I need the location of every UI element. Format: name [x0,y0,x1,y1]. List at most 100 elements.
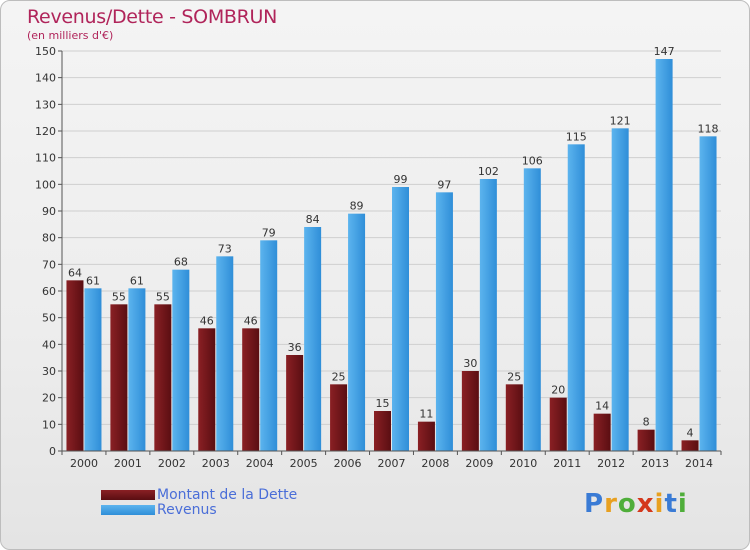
bar-revenue [699,136,717,452]
data-label-debt: 25 [332,370,346,383]
bar-debt [505,384,523,451]
bar-revenue [479,179,497,451]
x-tick-label: 2004 [246,457,274,470]
logo-letter: x [636,489,655,519]
x-tick-label: 2000 [70,457,98,470]
y-tick-label: 80 [42,232,56,245]
y-tick-label: 40 [42,338,56,351]
bar-debt [549,397,567,451]
proxiti-logo: Proxiti [584,489,688,519]
bar-revenue [567,144,585,452]
logo-letter: i [654,489,665,519]
x-tick-label: 2003 [202,457,230,470]
x-tick-label: 2006 [334,457,362,470]
x-tick-label: 2002 [158,457,186,470]
data-label-revenue: 61 [130,274,144,287]
bar-revenue [172,269,190,451]
data-label-debt: 11 [419,408,433,421]
x-tick-label: 2010 [509,457,537,470]
data-label-debt: 8 [643,416,650,429]
data-label-debt: 46 [200,314,214,327]
chart-title: Revenus/Dette - SOMBRUN [27,6,278,28]
y-tick-label: 70 [42,258,56,271]
logo-letter: P [584,489,605,519]
x-tick-label: 2008 [421,457,449,470]
bar-debt [242,328,260,451]
bar-revenue [655,59,673,451]
logo-letter: i [677,489,688,519]
bar-revenue [128,288,146,451]
y-tick-label: 0 [49,445,56,458]
chart-subtitle: (en milliers d'€) [27,29,114,42]
y-tick-label: 140 [35,72,56,85]
y-tick-label: 10 [42,418,56,431]
bar-revenue [216,256,234,451]
data-label-debt: 36 [288,341,302,354]
data-label-debt: 55 [156,290,170,303]
data-label-debt: 55 [112,290,126,303]
data-label-debt: 25 [507,370,521,383]
data-label-debt: 20 [551,384,565,397]
legend-swatch-revenue [101,504,155,515]
data-label-revenue: 84 [306,213,320,226]
y-tick-label: 50 [42,312,56,325]
y-tick-label: 120 [35,125,56,138]
legend-label-debt: Montant de la Dette [157,486,298,503]
chart-legend: Montant de la Dette Revenus [101,486,298,518]
bar-debt [417,421,435,451]
data-label-revenue: 118 [698,122,719,135]
bar-debt [593,413,611,451]
data-label-revenue: 115 [566,130,587,143]
data-label-revenue: 106 [522,154,543,167]
data-label-debt: 14 [595,400,609,413]
bar-revenue [523,168,541,452]
logo-letter: t [664,489,678,519]
x-tick-label: 2007 [378,457,406,470]
bar-revenue [435,192,453,452]
data-label-revenue: 89 [350,200,364,213]
y-tick-label: 90 [42,205,56,218]
x-tick-label: 2005 [290,457,318,470]
bar-revenue [304,227,322,451]
data-label-revenue: 79 [262,226,276,239]
y-tick-label: 100 [35,178,56,191]
data-label-debt: 15 [376,397,390,410]
data-label-revenue: 102 [478,165,499,178]
data-label-debt: 64 [68,266,82,279]
x-tick-label: 2014 [685,457,713,470]
data-label-debt: 46 [244,314,258,327]
bar-revenue [611,128,629,451]
bar-debt [374,411,391,451]
bar-revenue [348,213,366,451]
data-label-debt: 30 [463,357,477,370]
y-tick-label: 20 [42,392,56,405]
y-tick-label: 110 [35,152,56,165]
bar-debt [154,304,172,451]
data-label-revenue: 61 [86,274,100,287]
data-label-revenue: 99 [394,173,408,186]
x-tick-label: 2009 [465,457,493,470]
y-tick-label: 130 [35,98,56,111]
bar-debt [330,384,348,451]
y-tick-label: 30 [42,365,56,378]
bar-debt [198,328,216,451]
data-label-revenue: 147 [654,45,675,58]
bar-revenue [260,240,278,451]
x-tick-label: 2011 [553,457,581,470]
bar-debt [637,429,655,451]
y-tick-label: 60 [42,285,56,298]
bar-debt [461,371,479,451]
bar-revenue [84,288,102,451]
bar-revenue [392,187,409,451]
x-tick-label: 2013 [641,457,669,470]
logo-letter: o [617,489,637,519]
bar-debt [66,280,84,451]
data-label-revenue: 97 [437,178,451,191]
legend-label-revenue: Revenus [157,501,217,518]
legend-swatch-debt [101,489,155,500]
data-label-revenue: 68 [174,256,188,269]
legend-item-debt: Montant de la Dette [101,486,298,503]
x-tick-label: 2001 [114,457,142,470]
